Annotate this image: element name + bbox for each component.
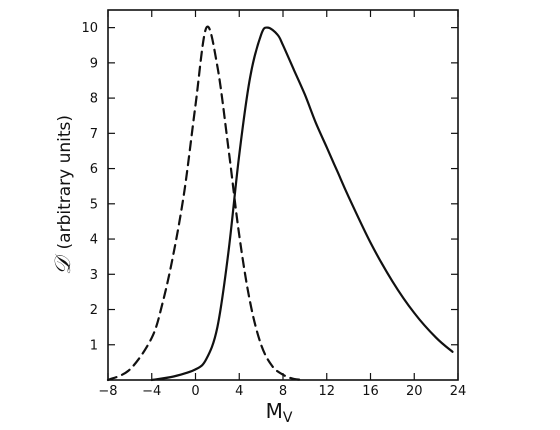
x-tick-label: −4	[142, 384, 161, 399]
y-axis-title: 𝒟 (arbitrary units)	[51, 115, 76, 275]
x-tick-label: 24	[450, 384, 467, 399]
axis-titles: MV 𝒟 (arbitrary units)	[51, 115, 293, 426]
plot-frame	[107, 9, 459, 381]
y-tick-label: 7	[90, 127, 98, 142]
y-tick-label: 8	[90, 92, 98, 107]
x-tick-label: −8	[98, 384, 117, 399]
x-axis-title-subscript: V	[283, 410, 293, 426]
solid-curve	[150, 26, 454, 382]
y-axis-title-text: (arbitrary units)	[55, 115, 75, 250]
y-axis-title-symbol: 𝒟	[51, 253, 76, 275]
series-layer	[106, 25, 454, 382]
y-tick-label: 6	[90, 162, 98, 177]
x-axis-ticks: −8 −4 0 4 8 12 16 20 24	[98, 10, 466, 399]
x-tick-label: 8	[279, 384, 287, 399]
x-tick-label: 12	[318, 384, 335, 399]
x-tick-label: 20	[406, 384, 423, 399]
x-tick-label: 0	[191, 384, 199, 399]
y-tick-label: 1	[90, 338, 98, 353]
y-tick-label: 5	[90, 197, 98, 212]
y-axis-ticks: 1 2 3 4 5 6 7 8 9 10	[81, 21, 458, 353]
plot-border	[107, 9, 459, 381]
x-tick-label: 4	[235, 384, 243, 399]
y-tick-label: 10	[81, 21, 98, 36]
x-axis-title-main: M	[266, 399, 283, 423]
y-tick-label: 3	[90, 268, 98, 283]
dashed-curve	[106, 25, 306, 382]
x-axis-title: MV	[266, 399, 293, 426]
y-tick-label: 4	[90, 233, 98, 248]
x-tick-label: 16	[362, 384, 379, 399]
y-tick-label: 2	[90, 303, 98, 318]
y-tick-label: 9	[90, 56, 98, 71]
